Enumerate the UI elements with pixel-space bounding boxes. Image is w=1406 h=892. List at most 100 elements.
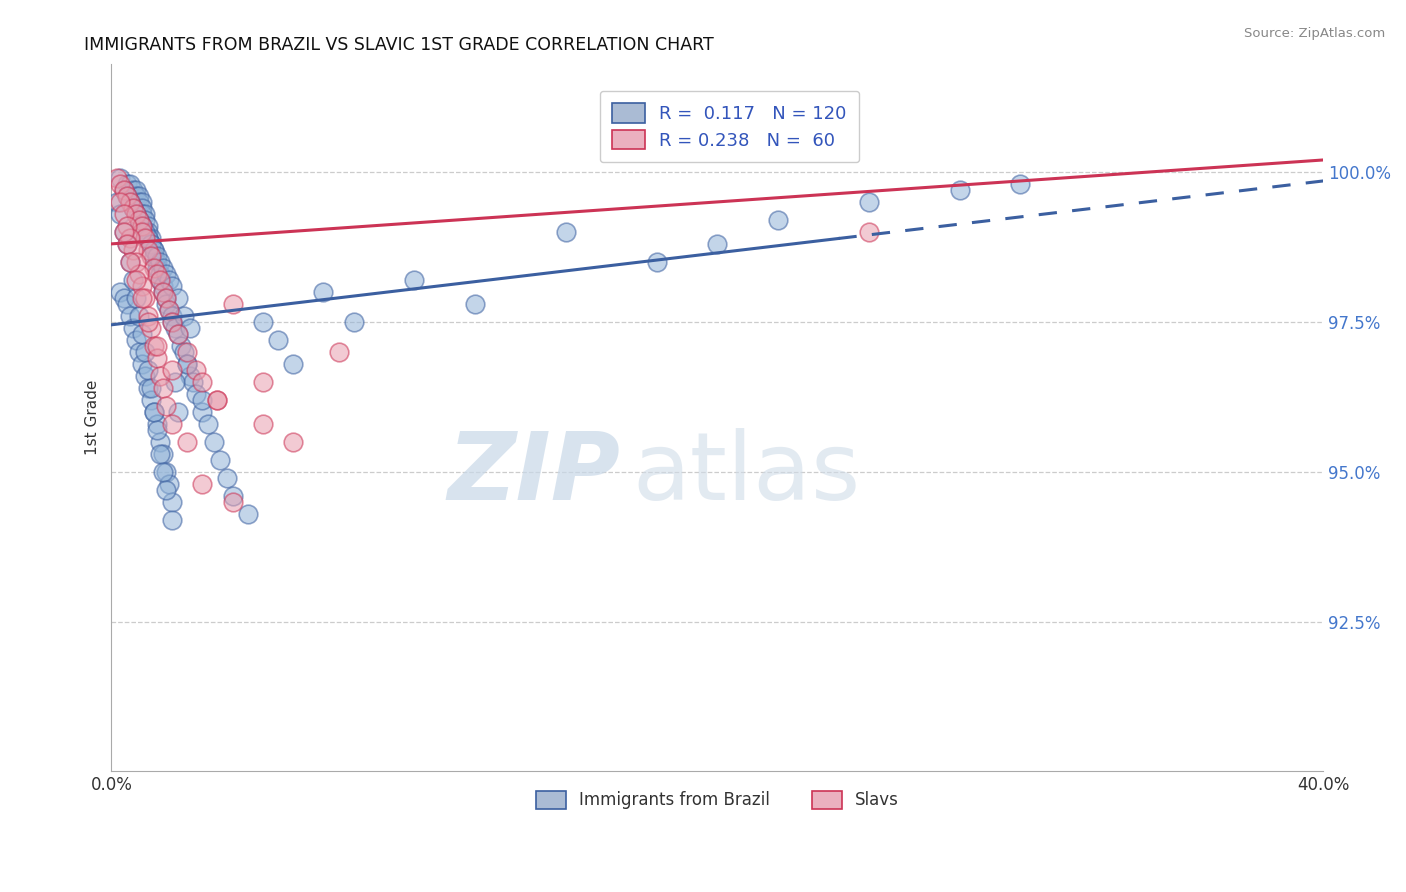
Point: [645, 255, 668, 269]
Point: [949, 183, 972, 197]
Point: [112, 225, 135, 239]
Point: [115, 236, 138, 251]
Point: [134, 368, 156, 383]
Point: [136, 231, 159, 245]
Point: [179, 368, 201, 383]
Point: [221, 494, 243, 508]
Point: [124, 207, 146, 221]
Point: [128, 194, 150, 209]
Point: [152, 278, 174, 293]
Point: [191, 476, 214, 491]
Point: [139, 392, 162, 407]
Point: [131, 278, 153, 293]
Point: [128, 189, 150, 203]
Point: [131, 326, 153, 341]
Point: [152, 285, 174, 299]
Point: [118, 194, 141, 209]
Point: [176, 434, 198, 449]
Point: [155, 297, 177, 311]
Point: [157, 273, 180, 287]
Point: [155, 465, 177, 479]
Point: [202, 434, 225, 449]
Point: [136, 231, 159, 245]
Point: [131, 201, 153, 215]
Point: [118, 231, 141, 245]
Point: [124, 273, 146, 287]
Point: [160, 513, 183, 527]
Point: [146, 267, 169, 281]
Point: [128, 213, 150, 227]
Point: [107, 194, 129, 209]
Point: [207, 392, 229, 407]
Point: [252, 375, 274, 389]
Point: [160, 363, 183, 377]
Point: [176, 357, 198, 371]
Point: [149, 273, 172, 287]
Point: [124, 207, 146, 221]
Legend: Immigrants from Brazil, Slavs: Immigrants from Brazil, Slavs: [529, 784, 905, 816]
Point: [118, 255, 141, 269]
Point: [191, 405, 214, 419]
Point: [118, 309, 141, 323]
Point: [121, 201, 143, 215]
Point: [176, 357, 198, 371]
Point: [115, 177, 138, 191]
Point: [136, 225, 159, 239]
Point: [167, 291, 190, 305]
Point: [149, 447, 172, 461]
Point: [149, 434, 172, 449]
Point: [160, 278, 183, 293]
Point: [112, 183, 135, 197]
Point: [131, 219, 153, 233]
Point: [181, 375, 204, 389]
Point: [312, 285, 335, 299]
Point: [136, 381, 159, 395]
Point: [128, 267, 150, 281]
Point: [136, 309, 159, 323]
Point: [121, 320, 143, 334]
Point: [136, 219, 159, 233]
Point: [191, 375, 214, 389]
Point: [186, 386, 208, 401]
Point: [142, 249, 165, 263]
Point: [142, 339, 165, 353]
Point: [858, 194, 880, 209]
Point: [197, 417, 219, 431]
Point: [115, 189, 138, 203]
Y-axis label: 1st Grade: 1st Grade: [86, 380, 100, 456]
Point: [121, 183, 143, 197]
Point: [142, 243, 165, 257]
Point: [131, 225, 153, 239]
Point: [115, 297, 138, 311]
Point: [107, 170, 129, 185]
Point: [131, 207, 153, 221]
Point: [131, 219, 153, 233]
Point: [176, 344, 198, 359]
Point: [152, 260, 174, 275]
Text: atlas: atlas: [633, 428, 860, 520]
Point: [160, 315, 183, 329]
Point: [215, 470, 238, 484]
Point: [142, 405, 165, 419]
Point: [157, 476, 180, 491]
Point: [283, 357, 305, 371]
Point: [118, 194, 141, 209]
Point: [858, 225, 880, 239]
Point: [149, 273, 172, 287]
Point: [134, 225, 156, 239]
Point: [209, 452, 232, 467]
Point: [155, 399, 177, 413]
Point: [142, 405, 165, 419]
Point: [343, 315, 366, 329]
Point: [167, 326, 190, 341]
Point: [152, 465, 174, 479]
Point: [160, 417, 183, 431]
Point: [173, 309, 195, 323]
Point: [110, 177, 132, 191]
Point: [186, 363, 208, 377]
Point: [124, 255, 146, 269]
Point: [179, 320, 201, 334]
Point: [160, 494, 183, 508]
Point: [118, 177, 141, 191]
Point: [252, 417, 274, 431]
